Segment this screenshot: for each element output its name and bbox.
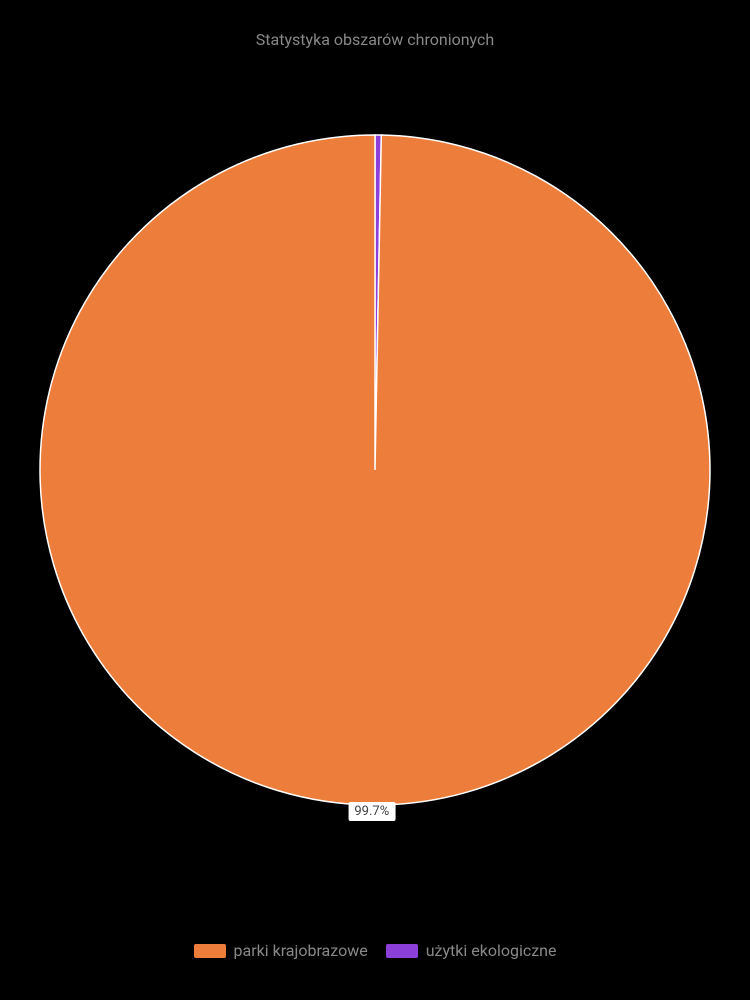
legend-swatch (194, 944, 226, 958)
chart-title: Statystyka obszarów chronionych (0, 30, 750, 49)
legend-item-parki: parki krajobrazowe (194, 941, 368, 960)
legend-item-uzytki: użytki ekologiczne (386, 941, 557, 960)
legend-swatch (386, 944, 418, 958)
pie-svg (35, 130, 715, 810)
pie-chart: 99.7% (35, 130, 715, 810)
legend-label: parki krajobrazowe (234, 941, 368, 960)
chart-legend: parki krajobrazowe użytki ekologiczne (0, 941, 750, 960)
pie-data-label: 99.7% (348, 802, 395, 821)
legend-label: użytki ekologiczne (426, 941, 557, 960)
pie-slice (40, 135, 710, 805)
